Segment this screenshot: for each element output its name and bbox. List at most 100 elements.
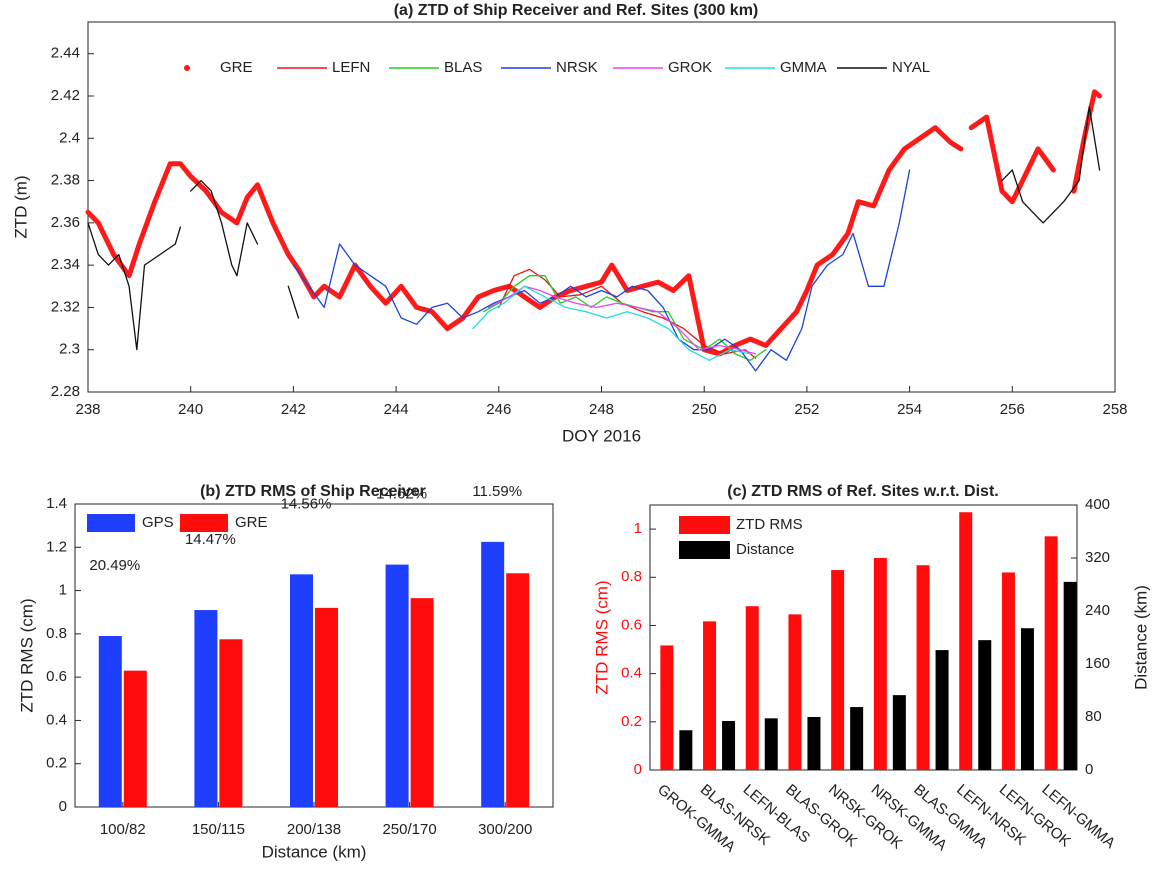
- x-tick-label: 244: [384, 401, 409, 418]
- bar: [892, 695, 906, 770]
- y-tick-label: 0.6: [621, 616, 642, 633]
- y-tick-label: 0.4: [621, 665, 642, 682]
- y-tick-label: 1: [634, 520, 642, 537]
- series-line: [482, 275, 767, 361]
- series-line: [1071, 89, 1103, 194]
- y-tick-label: 2.38: [51, 172, 80, 189]
- bar: [385, 564, 409, 807]
- bar: [123, 670, 147, 807]
- bar-annotation: 20.49%: [89, 557, 140, 574]
- y-axis-label: ZTD RMS (cm): [17, 598, 36, 712]
- legend-label: NRSK: [556, 59, 598, 76]
- y-tick-label: 320: [1085, 549, 1110, 566]
- bar: [722, 720, 736, 770]
- bar: [1063, 581, 1077, 770]
- x-tick-label: 240: [178, 401, 203, 418]
- x-tick-label: 252: [794, 401, 819, 418]
- y-tick-label: 2.4: [59, 129, 80, 146]
- series-line: [472, 285, 752, 361]
- bar-annotation: 14.47%: [185, 531, 236, 548]
- y-tick-label: 1.4: [46, 495, 67, 512]
- legend-marker: [180, 514, 228, 532]
- bar: [916, 565, 930, 770]
- legend-marker: [87, 514, 135, 532]
- bar: [703, 621, 717, 770]
- y-tick-label: 2.32: [51, 298, 80, 315]
- legend-label: NYAL: [892, 59, 930, 76]
- y-tick-label: 2.44: [51, 45, 80, 62]
- x-tick-label: 248: [589, 401, 614, 418]
- chart-title: (b) ZTD RMS of Ship Receiver: [200, 483, 426, 500]
- x-tick-label: 200/138: [287, 821, 341, 838]
- x-tick-label: 256: [1000, 401, 1025, 418]
- chart-title: (c) ZTD RMS of Ref. Sites w.r.t. Dist.: [727, 483, 998, 500]
- bar-annotation: 14.62%: [376, 486, 427, 503]
- series-line: [190, 179, 259, 277]
- series-line: [287, 285, 300, 319]
- legend-label: LEFN: [332, 59, 370, 76]
- bar: [290, 574, 313, 807]
- bar: [1020, 628, 1034, 770]
- bar: [481, 541, 505, 807]
- x-axis-label: Distance (km): [262, 842, 367, 861]
- bar: [807, 717, 821, 770]
- y-tick-label: 2.28: [51, 383, 80, 400]
- y-tick-label: 0: [634, 761, 642, 778]
- x-tick-label: 250/170: [382, 821, 436, 838]
- bar: [219, 639, 243, 807]
- legend-label: Distance: [736, 541, 794, 558]
- legend-marker: [679, 516, 730, 534]
- bar: [850, 707, 864, 770]
- bar: [1044, 536, 1058, 770]
- plot-area: [74, 503, 554, 808]
- bar: [935, 650, 949, 770]
- chart-title: (a) ZTD of Ship Receiver and Ref. Sites …: [394, 2, 759, 19]
- y-tick-label: 2.36: [51, 214, 80, 231]
- series-line: [968, 114, 1056, 205]
- legend-label: GRE: [220, 59, 253, 76]
- legend-marker: [184, 65, 190, 71]
- series-line: [487, 285, 757, 355]
- y-tick-label: 240: [1085, 602, 1110, 619]
- bar: [831, 570, 845, 770]
- bar: [745, 606, 759, 770]
- y-tick-label: 0: [59, 798, 67, 815]
- legend-label: GPS: [142, 514, 174, 531]
- y-tick-label: 0.6: [46, 668, 67, 685]
- y-tick-label: 400: [1085, 496, 1110, 513]
- legend-label: GMMA: [780, 59, 827, 76]
- x-tick-label: 258: [1102, 401, 1127, 418]
- y-tick-label: 80: [1085, 708, 1102, 725]
- series-line: [292, 169, 911, 372]
- y-tick-label: 2.42: [51, 87, 80, 104]
- y-tick-label: 160: [1085, 655, 1110, 672]
- y-tick-label: 0.2: [46, 755, 67, 772]
- bar: [98, 636, 122, 807]
- y2-axis-label: Distance (km): [1131, 585, 1150, 690]
- y-tick-label: 0.8: [46, 625, 67, 642]
- bar: [410, 598, 434, 807]
- legend-marker: [679, 541, 730, 559]
- x-tick-label: 300/200: [478, 821, 532, 838]
- bar: [660, 645, 674, 770]
- legend-label: BLAS: [444, 59, 482, 76]
- bar: [788, 614, 802, 770]
- x-axis-label: DOY 2016: [562, 426, 641, 445]
- bar-annotation: 14.56%: [281, 495, 332, 512]
- bar: [679, 730, 693, 770]
- y-tick-label: 0.2: [621, 713, 642, 730]
- y-axis-label: ZTD RMS (cm): [592, 580, 611, 694]
- legend-label: ZTD RMS: [736, 516, 803, 533]
- bar: [506, 573, 530, 807]
- y-tick-label: 1: [59, 582, 67, 599]
- x-tick-label: 250: [692, 401, 717, 418]
- y-tick-label: 2.34: [51, 256, 80, 273]
- x-tick-label: 150/115: [192, 821, 245, 838]
- legend-label: GRE: [235, 514, 268, 531]
- bar: [194, 610, 218, 807]
- y-tick-label: 0: [1085, 761, 1093, 778]
- x-tick-label: 246: [486, 401, 511, 418]
- bar: [978, 640, 992, 770]
- y-tick-label: 2.3: [59, 341, 80, 358]
